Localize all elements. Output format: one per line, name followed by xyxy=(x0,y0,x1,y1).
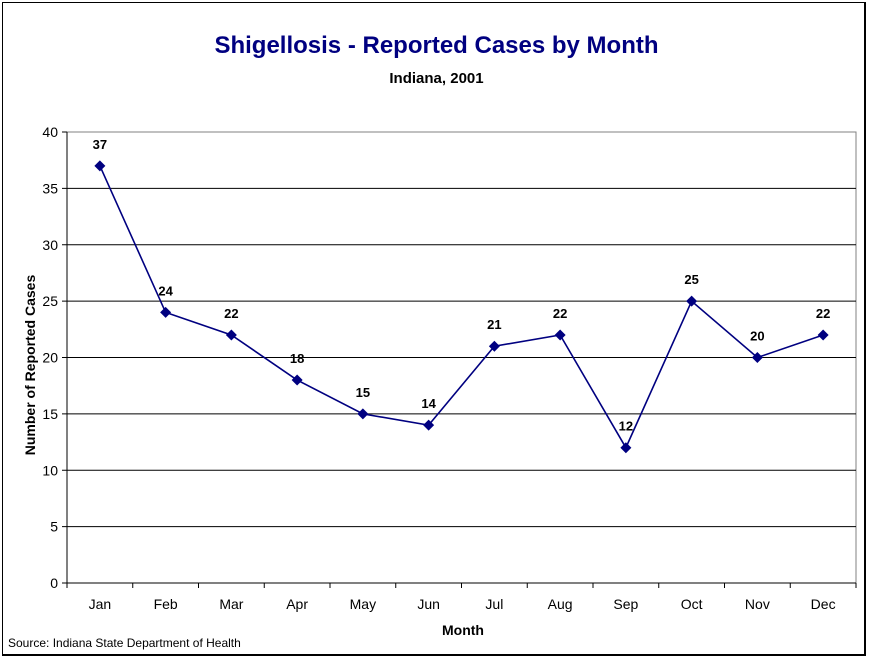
x-tick-label: Jun xyxy=(417,596,440,612)
data-point-marker xyxy=(291,374,303,386)
data-label: 22 xyxy=(553,306,567,321)
data-label: 20 xyxy=(750,329,764,344)
data-point-marker xyxy=(817,329,829,341)
x-tick-label: Apr xyxy=(286,596,308,612)
series-line xyxy=(99,165,824,450)
x-tick-label: Jan xyxy=(89,596,112,612)
data-point-marker xyxy=(554,329,566,341)
data-label: 14 xyxy=(421,396,436,411)
y-tick-label: 35 xyxy=(42,180,58,196)
data-point-marker xyxy=(225,329,237,341)
y-tick-label: 40 xyxy=(42,124,58,140)
data-label: 24 xyxy=(158,283,173,298)
y-tick-label: 0 xyxy=(50,575,58,591)
data-label: 15 xyxy=(356,385,370,400)
data-label: 21 xyxy=(487,317,501,332)
data-point-marker xyxy=(423,419,435,431)
x-tick-label: Jul xyxy=(485,596,503,612)
x-tick-label: Sep xyxy=(613,596,638,612)
x-tick-label: Oct xyxy=(681,596,703,612)
data-point-marker xyxy=(686,295,698,307)
y-tick-label: 10 xyxy=(42,462,58,478)
data-point-marker xyxy=(357,408,369,420)
x-tick-label: Mar xyxy=(219,596,243,612)
chart-title: Shigellosis - Reported Cases by Month xyxy=(214,32,659,59)
data-label: 18 xyxy=(290,351,304,366)
x-tick-label: Feb xyxy=(154,596,178,612)
source-note: Source: Indiana State Department of Heal… xyxy=(8,636,241,650)
data-point-marker xyxy=(160,306,172,318)
data-point-marker xyxy=(488,340,500,352)
data-point-marker xyxy=(751,352,763,363)
data-label: 22 xyxy=(816,306,830,321)
y-tick-label: 15 xyxy=(42,406,58,422)
x-axis-label: Month xyxy=(442,622,484,638)
x-tick-label: May xyxy=(350,596,376,612)
chart-subtitle: Indiana, 2001 xyxy=(389,70,484,87)
y-tick-label: 25 xyxy=(42,293,58,309)
data-point-marker xyxy=(94,160,106,172)
data-label: 37 xyxy=(93,137,107,152)
y-tick-label: 5 xyxy=(50,519,58,535)
y-tick-label: 30 xyxy=(42,237,58,253)
x-tick-label: Nov xyxy=(745,596,770,612)
data-label: 22 xyxy=(224,306,238,321)
x-tick-label: Aug xyxy=(548,596,573,612)
data-label: 12 xyxy=(619,419,633,434)
x-tick-label: Dec xyxy=(811,596,836,612)
y-tick-label: 20 xyxy=(42,350,58,366)
chart-frame xyxy=(2,2,866,656)
data-label: 25 xyxy=(684,272,698,287)
data-point-marker xyxy=(620,442,632,454)
